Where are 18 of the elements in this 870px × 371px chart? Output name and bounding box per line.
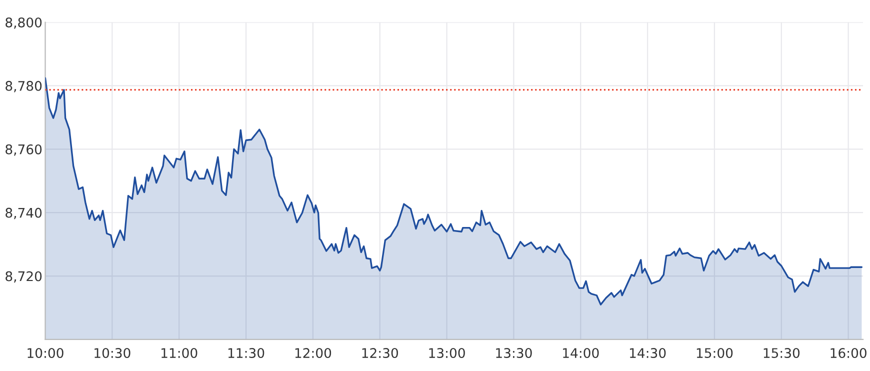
x-tick-label: 12:30 <box>362 348 398 358</box>
y-tick-label: 8,740 <box>6 208 42 220</box>
x-tick-label: 10:00 <box>28 348 64 358</box>
y-tick-label: 8,760 <box>6 144 42 156</box>
x-tick-label: 16:00 <box>830 348 866 358</box>
x-tick-label: 12:00 <box>295 348 332 358</box>
x-tick-label: 10:30 <box>94 348 130 358</box>
y-tick-label: 8,780 <box>6 80 42 92</box>
x-tick-label: 11:30 <box>228 348 264 358</box>
x-tick-label: 15:00 <box>696 348 733 358</box>
x-tick-label: 13:30 <box>496 348 532 358</box>
x-tick-label: 14:30 <box>630 348 666 358</box>
y-tick-label: 8,720 <box>6 271 42 283</box>
y-tick-label: 8,800 <box>6 17 42 29</box>
x-tick-label: 15:30 <box>764 348 800 358</box>
x-tick-label: 14:00 <box>563 348 599 358</box>
x-tick-label: 11:00 <box>162 348 198 358</box>
x-tick-label: 13:00 <box>429 348 465 358</box>
